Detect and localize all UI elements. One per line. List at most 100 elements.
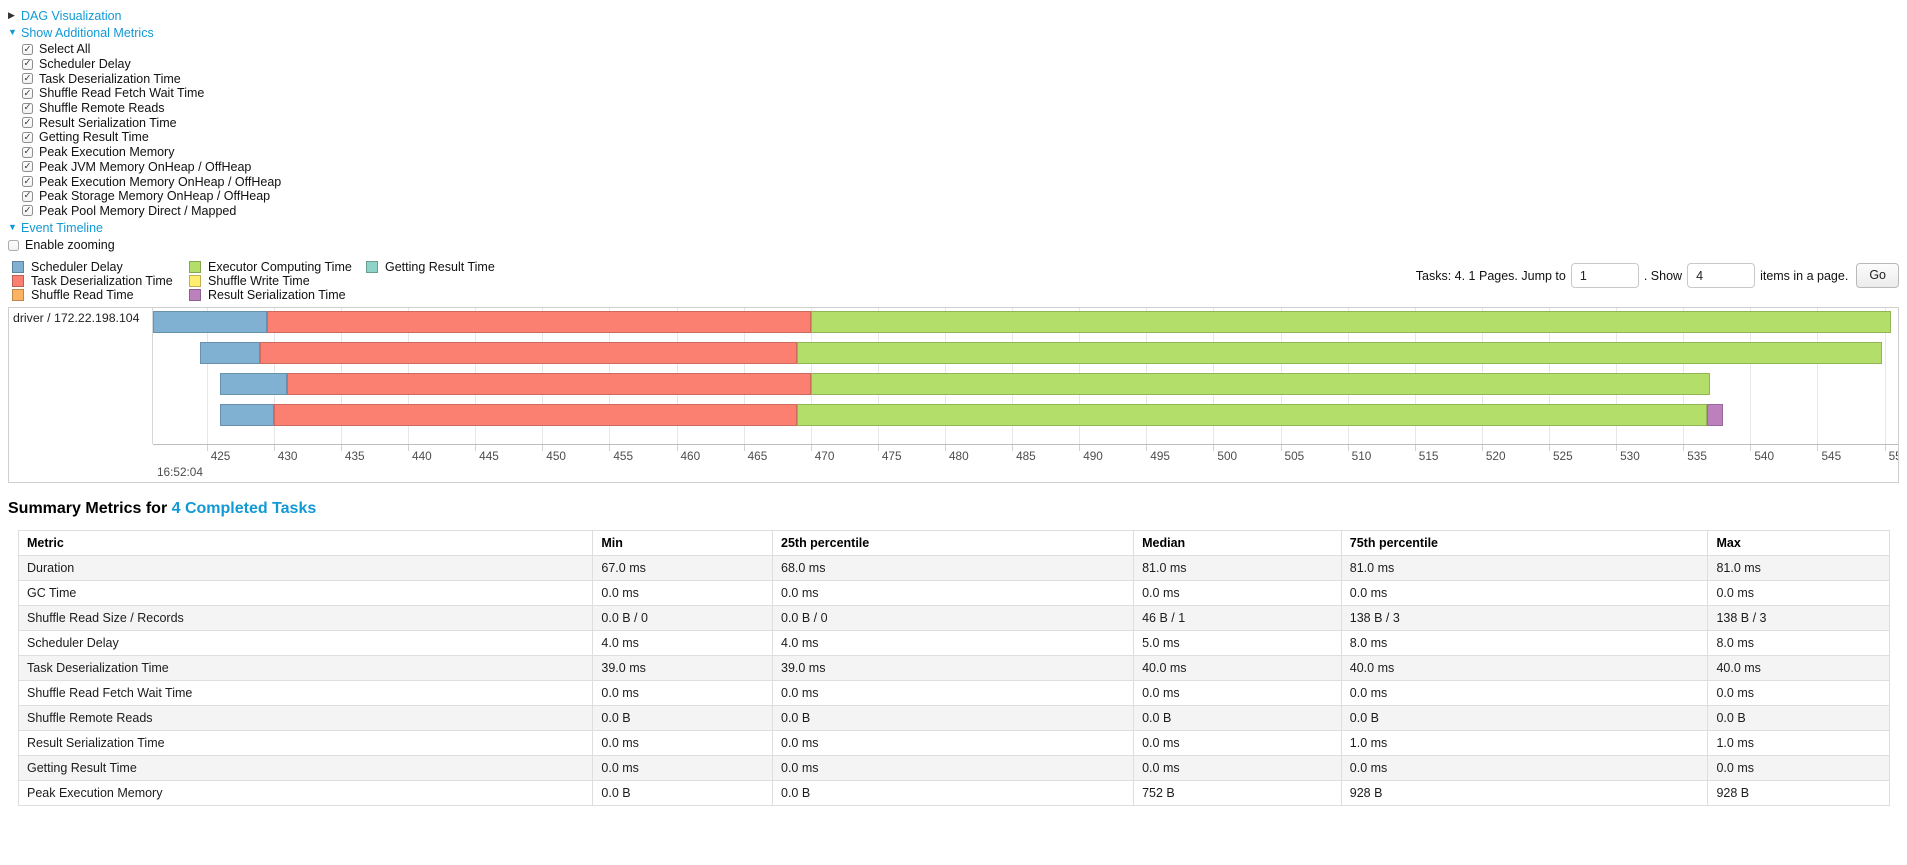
- table-row: Task Deserialization Time 39.0 ms 39.0 ms 4…: [17, 655, 1890, 682]
- metric-value-cell: 1.0 ms: [1340, 730, 1709, 757]
- metric-name-cell: Shuffle Read Fetch Wait Time: [17, 680, 594, 707]
- axis-tick: [877, 445, 879, 452]
- axis-tick-label: 520: [1485, 449, 1506, 464]
- metric-value-cell: 0.0 ms: [771, 680, 1135, 707]
- task-bar-segment-task-deserialization[interactable]: [260, 342, 798, 365]
- metric-value-cell: 0.0 B / 0: [592, 605, 773, 632]
- timeline-axis: 16:52:04 425 430 435 440 445 450 455 460 465 470 4…: [153, 444, 1898, 482]
- legend-item: Getting Result Time: [366, 260, 543, 274]
- metric-name-cell: GC Time: [17, 580, 594, 607]
- additional-metrics-list: ✓ Select All ✓ Scheduler Delay ✓ Task Deseria…: [22, 42, 1899, 218]
- legend-item: Result Serialization Time: [189, 288, 366, 302]
- table-row: Getting Result Time 0.0 ms 0.0 ms 0.0 ms 0.0…: [17, 755, 1890, 782]
- metric-checkbox[interactable]: ✓: [22, 43, 33, 55]
- enable-zooming-checkbox[interactable]: ✓: [8, 239, 19, 251]
- task-bar-segment-task-deserialization[interactable]: [287, 373, 811, 396]
- task-bar-segment-scheduler-delay[interactable]: [220, 373, 288, 396]
- legend-swatch: [12, 289, 24, 302]
- metric-checkbox[interactable]: ✓: [22, 72, 33, 85]
- metric-value-cell: 0.0 ms: [1133, 730, 1342, 757]
- task-bar-segment-executor-computing[interactable]: [810, 373, 1711, 396]
- items-per-page-input[interactable]: [1687, 263, 1756, 289]
- legend-swatch: [189, 261, 201, 274]
- metric-checkbox[interactable]: ✓: [22, 117, 33, 129]
- metric-checkbox-label: Task Deserialization Time: [39, 71, 181, 86]
- legend-swatch: [12, 261, 24, 274]
- metric-checkbox-row: ✓ Shuffle Remote Reads: [22, 101, 1899, 116]
- axis-tick-label: 540: [1754, 449, 1775, 464]
- task-bar-segment-task-deserialization[interactable]: [273, 404, 798, 427]
- task-bar-segment-executor-computing[interactable]: [797, 404, 1708, 427]
- metric-value-cell: 0.0 B: [771, 705, 1135, 732]
- metric-checkbox-label: Shuffle Read Fetch Wait Time: [39, 86, 205, 101]
- timeline-gridline: [1884, 308, 1886, 446]
- metric-checkbox[interactable]: ✓: [22, 131, 33, 143]
- axis-tick: [340, 445, 342, 452]
- metric-checkbox-label: Peak Pool Memory Direct / Mapped: [39, 203, 237, 218]
- axis-tick: [1549, 445, 1550, 452]
- metric-value-cell: 752 B: [1133, 780, 1342, 807]
- legend-swatch: [12, 275, 24, 288]
- metric-value-cell: 4.0 ms: [592, 630, 773, 657]
- metric-checkbox[interactable]: ✓: [22, 205, 33, 217]
- axis-tick: [206, 445, 208, 452]
- task-bar-segment-executor-computing[interactable]: [810, 311, 1892, 334]
- metric-name-cell: Getting Result Time: [17, 755, 594, 782]
- metric-checkbox[interactable]: ✓: [22, 146, 33, 158]
- metric-checkbox-label: Peak Execution Memory OnHeap / OffHeap: [39, 174, 282, 189]
- task-bar-segment-result-serialization[interactable]: [1707, 404, 1724, 427]
- metric-name-cell: Duration: [17, 555, 594, 582]
- timeline-plot-area: [153, 308, 1898, 446]
- axis-tick: [408, 445, 410, 452]
- summary-column-header: 75th percentile: [1340, 530, 1709, 557]
- metric-checkbox-label: Shuffle Remote Reads: [39, 101, 165, 116]
- metric-checkbox-row: ✓ Peak JVM Memory OnHeap / OffHeap: [22, 160, 1899, 175]
- axis-tick-label: 440: [412, 449, 432, 464]
- metric-checkbox[interactable]: ✓: [22, 87, 33, 99]
- metric-checkbox[interactable]: ✓: [22, 161, 33, 173]
- show-additional-metrics-toggle[interactable]: ▼ Show Additional Metrics: [8, 25, 1899, 40]
- metric-value-cell: 40.0 ms: [1340, 655, 1709, 682]
- legend-item: Shuffle Write Time: [189, 274, 366, 288]
- metric-checkbox-label: Peak Storage Memory OnHeap / OffHeap: [39, 189, 271, 204]
- task-bar-segment-task-deserialization[interactable]: [267, 311, 811, 334]
- task-bar-segment-scheduler-delay[interactable]: [153, 311, 268, 334]
- axis-tick-label: 480: [948, 449, 969, 464]
- event-timeline-toggle[interactable]: ▼ Event Timeline: [8, 220, 1899, 235]
- jump-to-page-input[interactable]: [1570, 263, 1639, 289]
- legend-item: Shuffle Read Time: [12, 288, 189, 302]
- metric-value-cell: 0.0 ms: [771, 755, 1135, 782]
- axis-tick: [609, 445, 611, 452]
- axis-tick-label: 525: [1553, 449, 1573, 464]
- metric-value-cell: 0.0 B: [1340, 705, 1709, 732]
- metric-value-cell: 40.0 ms: [1133, 655, 1342, 682]
- metric-checkbox[interactable]: ✓: [22, 102, 33, 114]
- metric-checkbox-label: Peak Execution Memory: [39, 145, 175, 160]
- timeline-legend: Scheduler Delay Task Deserialization Time…: [8, 260, 543, 303]
- metric-name-cell: Shuffle Remote Reads: [17, 705, 594, 732]
- metric-checkbox-row: ✓ Shuffle Read Fetch Wait Time: [22, 86, 1899, 101]
- dag-visualization-toggle[interactable]: ▶ DAG Visualization: [8, 8, 1899, 23]
- metric-checkbox[interactable]: ✓: [22, 175, 33, 188]
- task-bar-segment-scheduler-delay[interactable]: [199, 342, 261, 365]
- metric-value-cell: 138 B / 3: [1340, 605, 1709, 632]
- metric-value-cell: 5.0 ms: [1133, 630, 1342, 657]
- metric-value-cell: 0.0 ms: [1133, 580, 1342, 607]
- summary-metrics-table: Metric Min 25th percentile Median 75th perce…: [17, 530, 1890, 807]
- table-row: Scheduler Delay 4.0 ms 4.0 ms 5.0 ms 8.0 ms 8…: [17, 630, 1890, 657]
- metric-checkbox-row: ✓ Peak Execution Memory: [22, 145, 1899, 160]
- axis-tick-label: 545: [1821, 449, 1842, 464]
- axis-tick: [1213, 445, 1215, 452]
- timeline-gridline: [1750, 308, 1752, 446]
- metric-checkbox-label: Getting Result Time: [39, 130, 149, 145]
- metric-checkbox[interactable]: ✓: [22, 58, 33, 70]
- task-bar-segment-scheduler-delay[interactable]: [220, 404, 274, 427]
- task-bar-segment-executor-computing[interactable]: [797, 342, 1882, 365]
- metric-value-cell: 1.0 ms: [1707, 730, 1890, 757]
- metric-value-cell: 81.0 ms: [1707, 555, 1890, 582]
- metric-checkbox[interactable]: ✓: [22, 190, 33, 202]
- metric-value-cell: 0.0 ms: [592, 730, 773, 757]
- metric-checkbox-row: ✓ Peak Pool Memory Direct / Mapped: [22, 204, 1899, 219]
- axis-tick-label: 535: [1687, 449, 1707, 464]
- go-button[interactable]: Go: [1856, 263, 1899, 289]
